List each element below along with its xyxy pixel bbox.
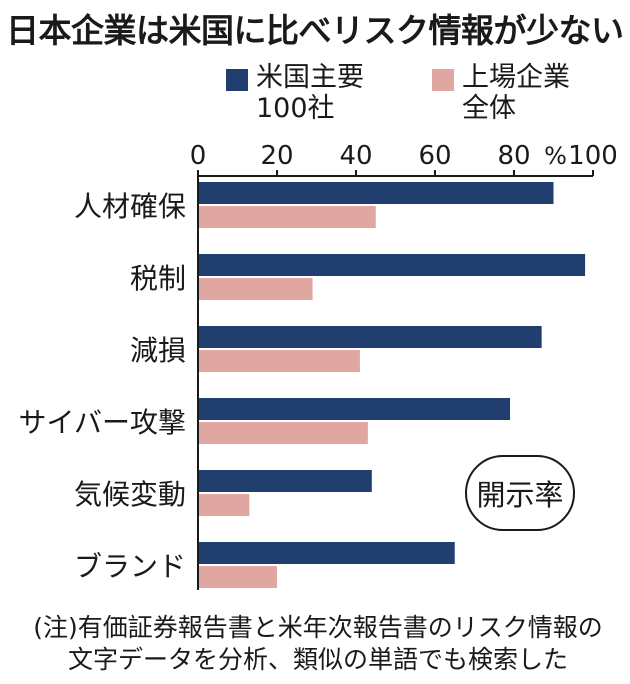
bar-jp xyxy=(199,566,277,588)
bar-jp xyxy=(199,494,250,516)
x-tick-label: 60 xyxy=(418,141,451,171)
legend-swatch-us xyxy=(226,69,248,91)
bar-us xyxy=(199,470,372,492)
x-tick-label: 100 xyxy=(568,141,618,171)
disclosure-rate-badge: 開示率 xyxy=(465,455,575,531)
x-tick-label: 40 xyxy=(339,141,372,171)
legend-label-jp: 上場企業 全体 xyxy=(462,62,570,124)
legend-label-us: 米国主要 100社 xyxy=(256,62,364,124)
category-label: ブランド xyxy=(74,550,186,583)
bar-us xyxy=(199,326,542,348)
bar-us xyxy=(199,542,455,564)
x-tick-label: 20 xyxy=(260,141,293,171)
bar-us xyxy=(199,254,586,276)
x-tick-label: 0 xyxy=(190,141,207,171)
x-unit-label: % xyxy=(544,142,567,170)
category-label: 減損 xyxy=(130,334,186,367)
category-label: 税制 xyxy=(130,262,186,295)
legend-item-us: 米国主要 100社 xyxy=(226,62,364,124)
footnote: (注)有価証券報告書と米年次報告書のリスク情報の 文字データを分析、類似の単語で… xyxy=(33,613,603,674)
bar-jp xyxy=(199,422,368,444)
bar-us xyxy=(199,398,511,420)
category-label: サイバー攻撃 xyxy=(19,406,186,439)
bar-jp xyxy=(199,278,313,300)
legend-swatch-jp xyxy=(432,69,454,91)
bar-jp xyxy=(199,206,376,228)
chart-title: 日本企業は米国に比べリスク情報が少ない xyxy=(6,11,624,50)
bar-jp xyxy=(199,350,360,372)
x-tick-label: 80 xyxy=(497,141,530,171)
legend-item-jp: 上場企業 全体 xyxy=(432,62,570,124)
category-label: 気候変動 xyxy=(74,478,186,511)
category-label: 人材確保 xyxy=(74,190,186,223)
bar-us xyxy=(199,182,554,204)
